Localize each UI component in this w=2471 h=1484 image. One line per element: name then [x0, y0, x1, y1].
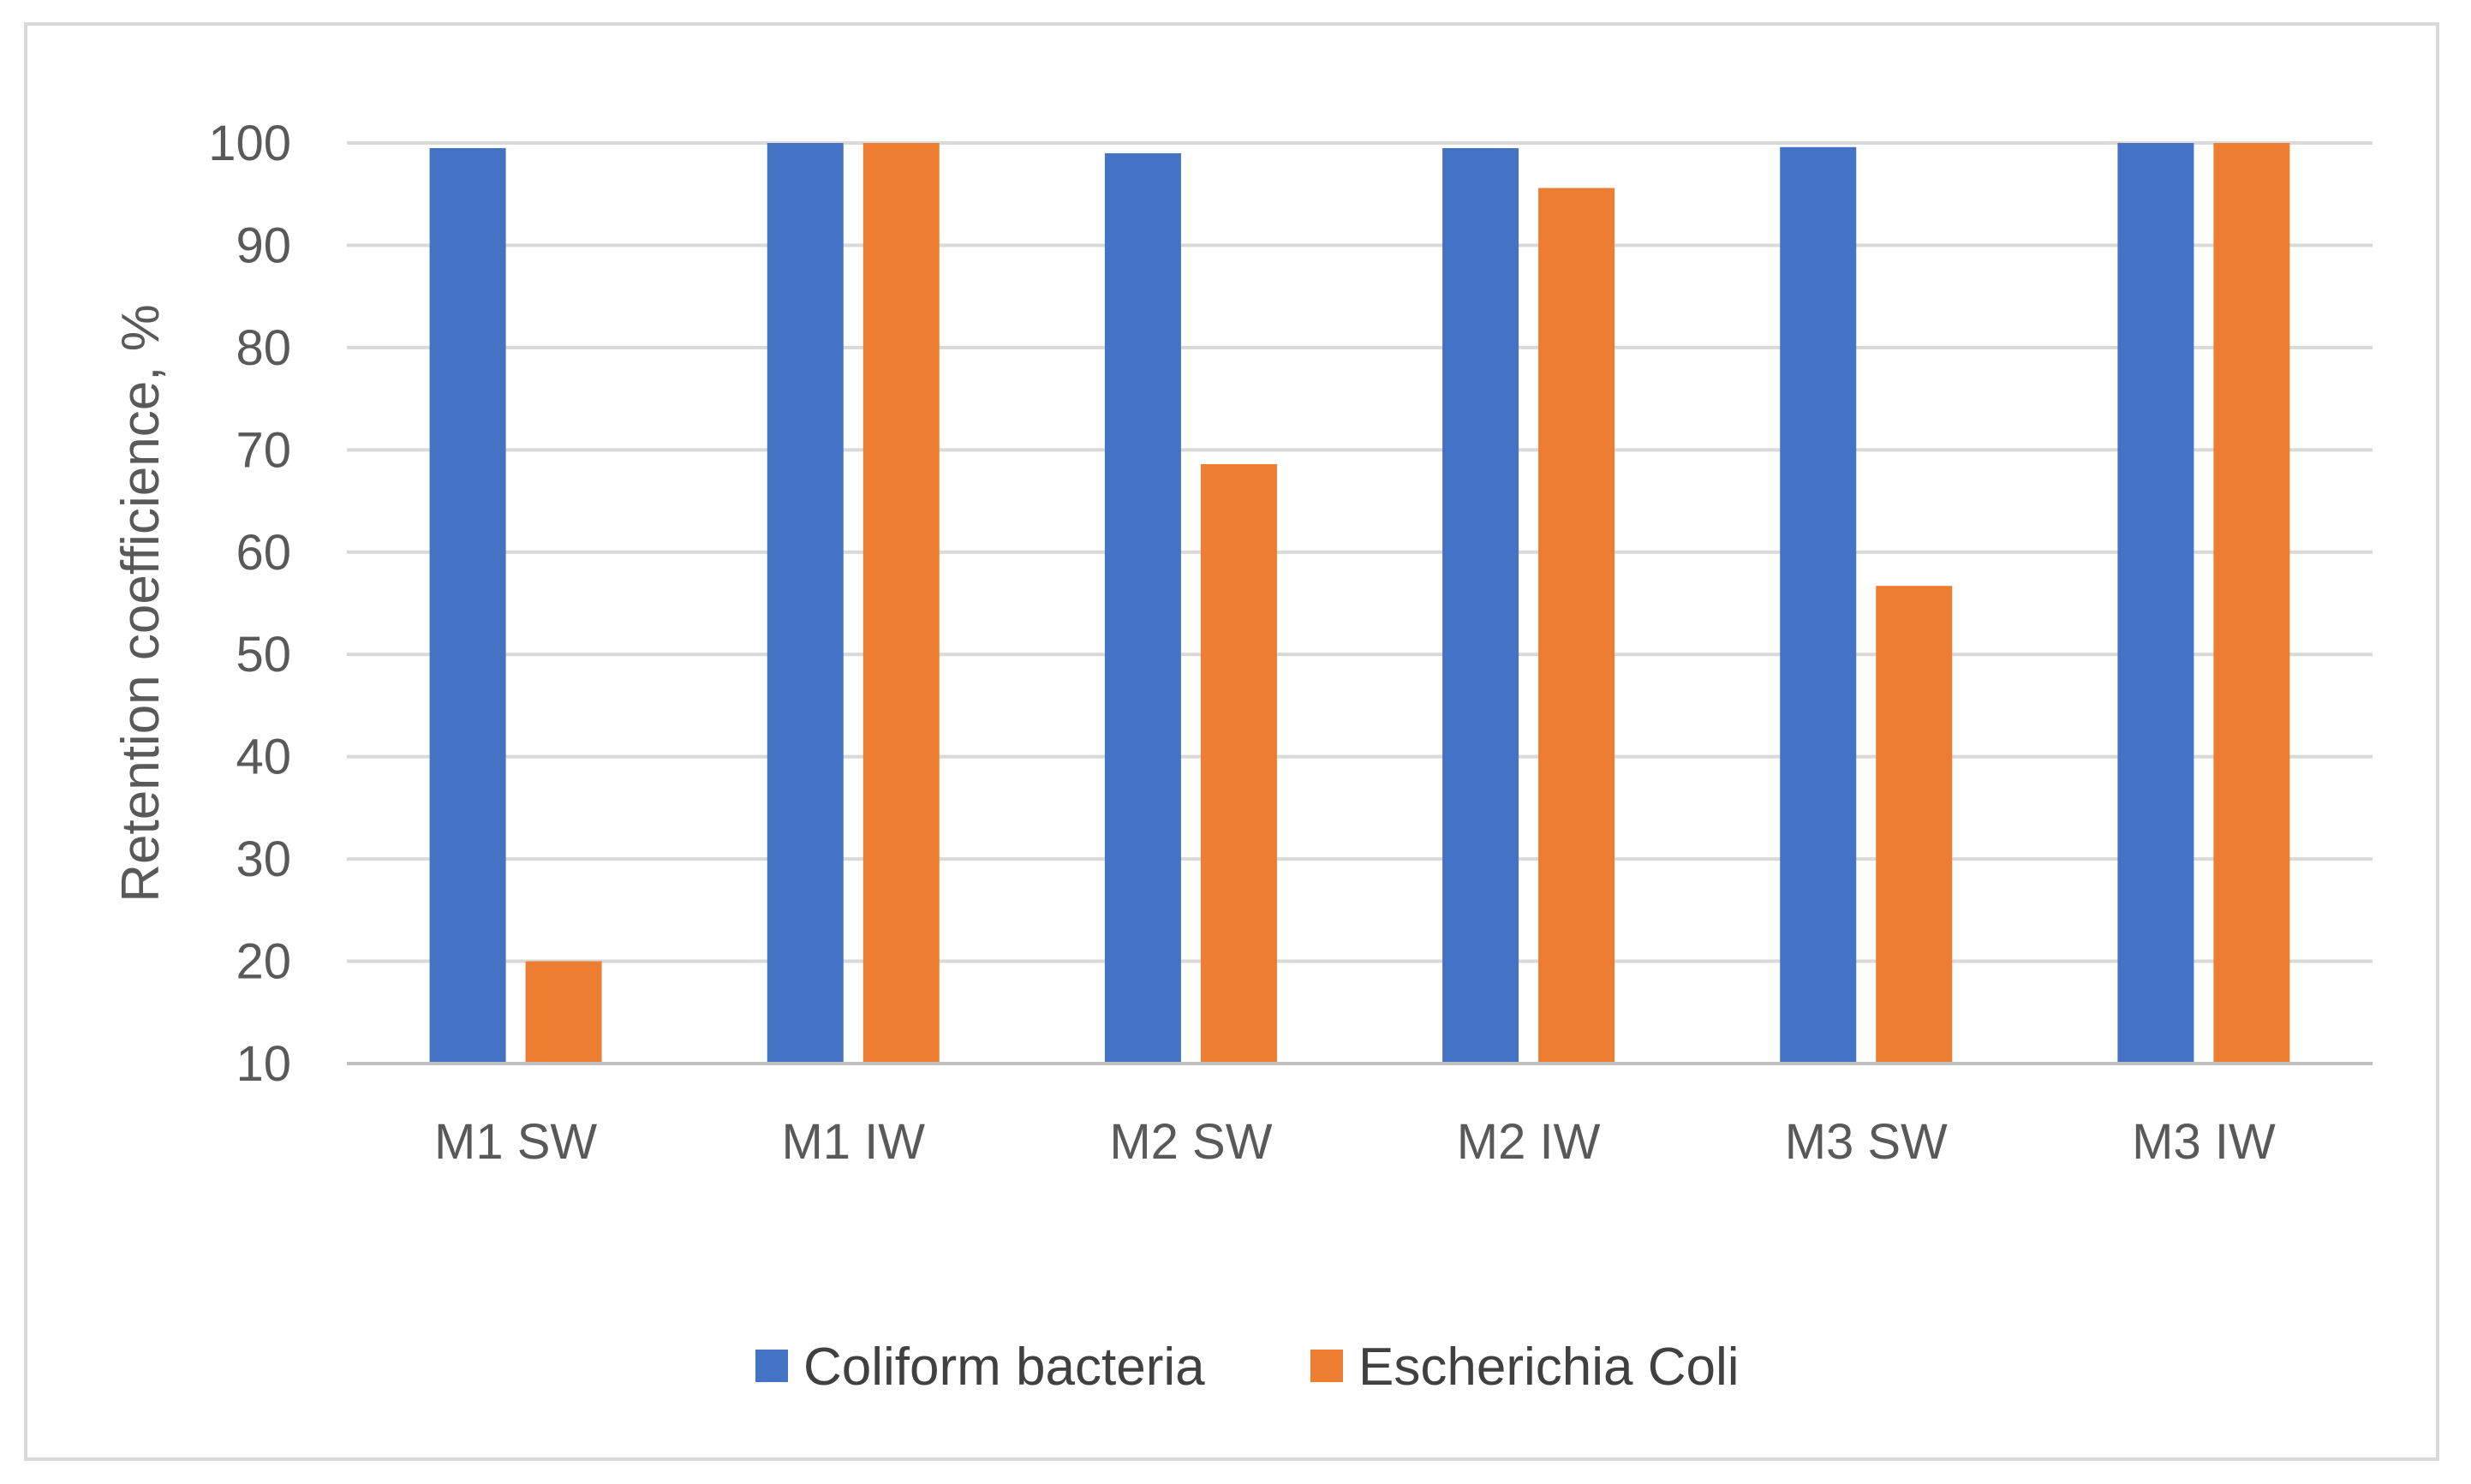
- x-tick-label: M3 IW: [2132, 1114, 2276, 1170]
- y-tick-label: 10: [236, 1036, 291, 1092]
- x-tick-label: M1 SW: [434, 1114, 597, 1170]
- legend-swatch-coliform-bacteria: [755, 1350, 788, 1382]
- bar-escherichia-coli-m2-iw: [1538, 188, 1615, 1064]
- x-tick-label: M3 SW: [1785, 1114, 1948, 1170]
- y-tick-label: 60: [236, 525, 291, 581]
- bar-escherichia-coli-m3-sw: [1876, 586, 1953, 1064]
- y-tick-label: 80: [236, 320, 291, 376]
- bar-coliform-bacteria-m2-sw: [1104, 152, 1181, 1064]
- x-axis-tick-labels: M1 SW M1 IW M2 SW M2 IW M3 SW M3 IW: [434, 1114, 2276, 1170]
- legend-label-escherichia-coli: Escherichia Coli: [1358, 1338, 1740, 1397]
- legend-label-coliform-bacteria: Coliform bacteria: [803, 1338, 1205, 1397]
- bar-escherichia-coli-m3-iw: [2213, 143, 2290, 1064]
- bar-coliform-bacteria-m3-iw: [2117, 143, 2194, 1064]
- bar-coliform-bacteria-m3-sw: [1780, 146, 1857, 1064]
- x-tick-label: M2 SW: [1109, 1114, 1272, 1170]
- y-tick-label: 30: [236, 831, 291, 887]
- bar-escherichia-coli-m1-iw: [862, 143, 940, 1064]
- y-tick-label: 70: [236, 422, 291, 478]
- bar-escherichia-coli-m1-sw: [525, 961, 602, 1064]
- x-tick-label: M2 IW: [1457, 1114, 1601, 1170]
- bar-escherichia-coli-m2-sw: [1200, 464, 1277, 1064]
- y-tick-label: 90: [236, 218, 291, 273]
- gridlines: [347, 141, 2373, 963]
- x-tick-label: M1 IW: [781, 1114, 925, 1170]
- bars: [429, 143, 2290, 1064]
- bar-coliform-bacteria-m1-sw: [429, 147, 506, 1064]
- y-tick-label: 40: [236, 730, 291, 785]
- bar-coliform-bacteria-m1-iw: [767, 143, 844, 1064]
- legend-swatch-escherichia-coli: [1310, 1350, 1343, 1382]
- y-axis-tick-labels: 10 20 30 40 50 60 70 80 90 100: [208, 116, 291, 1092]
- legend: Coliform bacteria Escherichia Coli: [755, 1338, 1740, 1397]
- bar-coliform-bacteria-m2-iw: [1442, 147, 1519, 1064]
- y-tick-label: 100: [208, 116, 291, 171]
- y-tick-label: 50: [236, 627, 291, 682]
- y-axis-title: Retention coefficience, %: [111, 304, 170, 903]
- y-tick-label: 20: [236, 934, 291, 990]
